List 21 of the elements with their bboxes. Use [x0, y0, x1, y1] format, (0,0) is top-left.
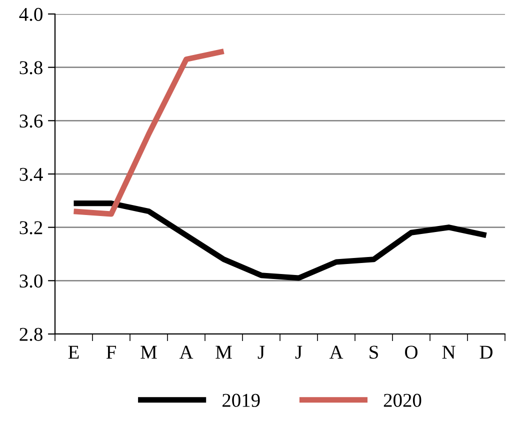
- y-tick-label: 3.8: [20, 61, 42, 74]
- x-tick-label: M: [140, 346, 157, 359]
- x-tick-label: O: [405, 346, 418, 359]
- x-tick-label: A: [329, 346, 344, 359]
- y-tick-label: 3.6: [20, 114, 43, 128]
- x-tick-label: M: [216, 346, 232, 359]
- y-tick-label: 3.0: [20, 274, 42, 288]
- legend-label: 2020: [384, 394, 422, 407]
- x-tick-label: J: [258, 346, 265, 359]
- x-tick-label: A: [179, 346, 194, 359]
- x-tick-label: J: [295, 346, 302, 359]
- x-tick-label: F: [106, 346, 116, 359]
- x-tick-label: E: [68, 346, 79, 359]
- x-tick-label: S: [370, 346, 378, 359]
- y-tick-label: 3.4: [20, 168, 43, 182]
- x-tick-label: N: [442, 346, 456, 359]
- x-tick-label: D: [480, 346, 492, 359]
- y-tick-label: 3.2: [20, 221, 42, 234]
- y-tick-label: 2.8: [20, 328, 42, 342]
- y-tick-label: 4.0: [19, 8, 42, 22]
- legend-label: 2019: [222, 394, 260, 407]
